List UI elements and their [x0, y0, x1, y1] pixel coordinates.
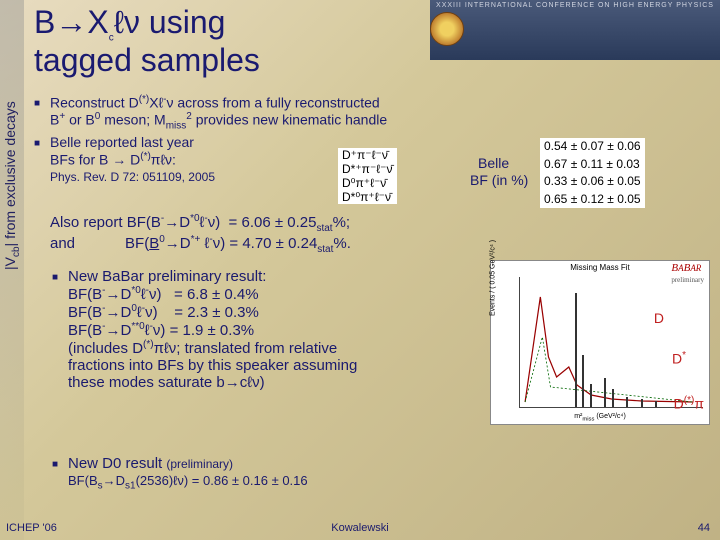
plot-ylabel: Events / ( 0.05 GeV²/c⁴ )	[490, 239, 497, 315]
conference-banner: XXXIII INTERNATIONAL CONFERENCE ON HIGH …	[430, 0, 720, 60]
footer-left: ICHEP '06	[6, 522, 57, 534]
bf-row: 0.33 ± 0.06 ± 0.05	[540, 173, 645, 191]
decay-modes-table: D⁺π⁻ℓ⁻ν̄ D*⁺π⁻ℓ⁻ν̄ D⁰π⁺ℓ⁻ν̄ D*⁰π⁺ℓ⁻ν̄	[338, 148, 397, 204]
branching-fractions-table: 0.54 ± 0.07 ± 0.06 0.67 ± 0.11 ± 0.03 0.…	[540, 138, 645, 208]
bullet-d0: New D0 result (preliminary) BF(Bs→Ds1(25…	[68, 455, 308, 492]
plot-xlabel: m²miss (GeV²/c⁴)	[574, 413, 626, 422]
left-photo-strip	[0, 0, 24, 540]
belle-bf-label: BF (in %)	[470, 172, 528, 188]
bullet-reconstruct: Reconstruct D(*)Xℓ-ν across from a fully…	[50, 94, 692, 132]
d0-prelim: (preliminary)	[166, 457, 233, 471]
mode-row: D⁰π⁺ℓ⁻ν̄	[338, 176, 397, 190]
bf-row: 0.67 ± 0.11 ± 0.03	[540, 156, 645, 174]
plot-body	[519, 277, 703, 408]
annotation-d: D	[654, 310, 664, 326]
belle-label: Belle	[478, 155, 509, 171]
page-title: B→Xcℓν using tagged samples	[34, 6, 260, 77]
footer-center: Kowalewski	[331, 522, 388, 534]
hist-bar	[626, 397, 628, 407]
hist-bar	[582, 355, 584, 407]
babar-prelim: preliminary	[671, 276, 704, 284]
title-line2: tagged samples	[34, 44, 260, 78]
conference-banner-text: XXXIII INTERNATIONAL CONFERENCE ON HIGH …	[436, 2, 714, 9]
mode-row: D⁺π⁻ℓ⁻ν̄	[338, 148, 397, 162]
hist-bar	[612, 389, 614, 407]
plot-svg	[520, 277, 703, 407]
hist-bar	[641, 399, 643, 407]
d0-block: New D0 result (preliminary) BF(Bs→Ds1(25…	[50, 455, 308, 492]
component-curve	[525, 337, 693, 402]
bf-row: 0.65 ± 0.12 ± 0.05	[540, 191, 645, 209]
bullet-babar: New BaBar preliminary result: BF(B-→D*0ℓ…	[68, 268, 470, 391]
conference-logo	[430, 12, 464, 46]
also-report-block: Also report BF(B-→D*0ℓ-ν) = 6.06 ± 0.25s…	[50, 213, 351, 255]
hist-bar	[590, 384, 592, 407]
hist-bar	[604, 378, 606, 407]
mode-row: D*⁺π⁻ℓ⁻ν̄	[338, 162, 397, 176]
bf-row: 0.54 ± 0.07 ± 0.06	[540, 138, 645, 156]
annotation-dstar: D*	[672, 350, 686, 367]
belle-reference: Phys. Rev. D 72: 051109, 2005	[50, 170, 215, 184]
mode-row: D*⁰π⁺ℓ⁻ν̄	[338, 190, 397, 204]
babar-logo: BABAR preliminary	[671, 262, 704, 285]
title-line1: B→Xcℓν using	[34, 6, 260, 44]
babar-block: New BaBar preliminary result: BF(B-→D*0ℓ…	[50, 268, 470, 391]
babar-head: New BaBar preliminary result:	[68, 268, 266, 285]
annotation-dpi: D(*)π	[674, 395, 704, 412]
footer-right: 44	[698, 522, 710, 534]
hist-bar	[655, 401, 657, 408]
hist-bar	[575, 293, 577, 407]
sidebar-section-label: |Vcb| from exclusive decays	[2, 101, 22, 270]
